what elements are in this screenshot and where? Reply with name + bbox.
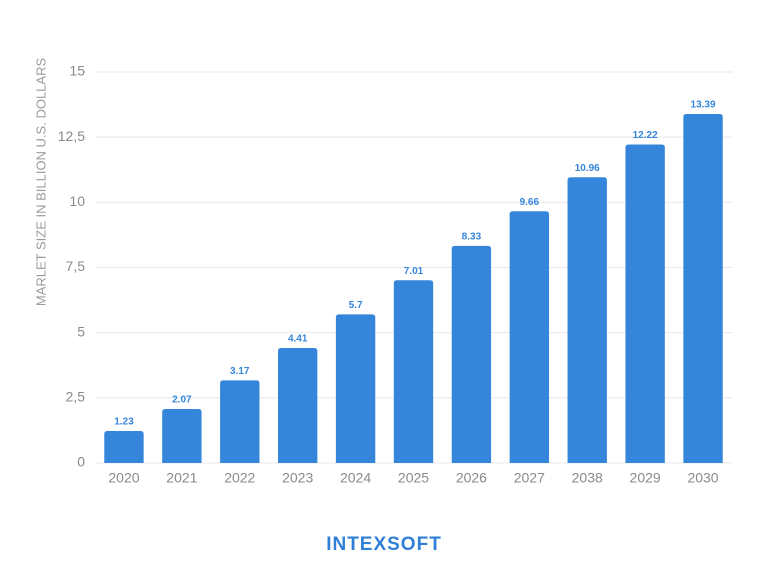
logo: INTEXSOFT [326, 534, 442, 555]
bar [683, 113, 723, 463]
value-label: 5.7 [349, 300, 363, 311]
value-label: 2.07 [172, 395, 192, 406]
y-tick-label: 0 [77, 454, 85, 470]
y-tick-label: 7,5 [66, 258, 86, 274]
bar [277, 348, 318, 463]
bar [509, 211, 550, 463]
bar [220, 380, 260, 463]
y-tick-label: 5 [77, 323, 85, 339]
bar [451, 245, 492, 463]
x-tick-label: 2023 [282, 470, 313, 486]
y-tick-label: 10 [69, 193, 85, 209]
x-tick-label: 2030 [687, 470, 718, 486]
x-tick-label: 2026 [456, 470, 487, 486]
x-tick-label: 2029 [630, 470, 661, 486]
x-tick-label: 2025 [398, 470, 429, 486]
value-label: 3.17 [230, 366, 250, 377]
x-tick-label: 2024 [340, 470, 371, 486]
bar [625, 144, 665, 463]
y-tick-label: 2,5 [66, 389, 86, 405]
bar [393, 280, 434, 463]
x-tick-label: 2022 [224, 470, 255, 486]
y-axis-label: MARLET SIZE IN BILLION U.S. DOLLARS [33, 58, 48, 307]
x-tick-label: 2020 [108, 470, 139, 486]
bar [104, 430, 144, 463]
value-label: 12.22 [633, 130, 658, 141]
value-label: 1.23 [114, 417, 134, 428]
value-label: 7.01 [404, 266, 424, 277]
x-tick-label: 2027 [514, 470, 545, 486]
bar [335, 314, 376, 463]
value-label: 13.39 [691, 100, 716, 111]
value-label: 8.33 [462, 232, 482, 243]
y-tick-label: 12,5 [58, 128, 85, 144]
y-tick-label: 15 [69, 63, 85, 79]
x-tick-label: 2021 [166, 470, 197, 486]
value-label: 4.41 [288, 334, 308, 345]
x-tick-label: 2038 [572, 470, 603, 486]
bar [162, 409, 202, 463]
bar [567, 177, 607, 463]
value-label: 10.96 [575, 163, 600, 174]
value-label: 9.66 [520, 197, 540, 208]
